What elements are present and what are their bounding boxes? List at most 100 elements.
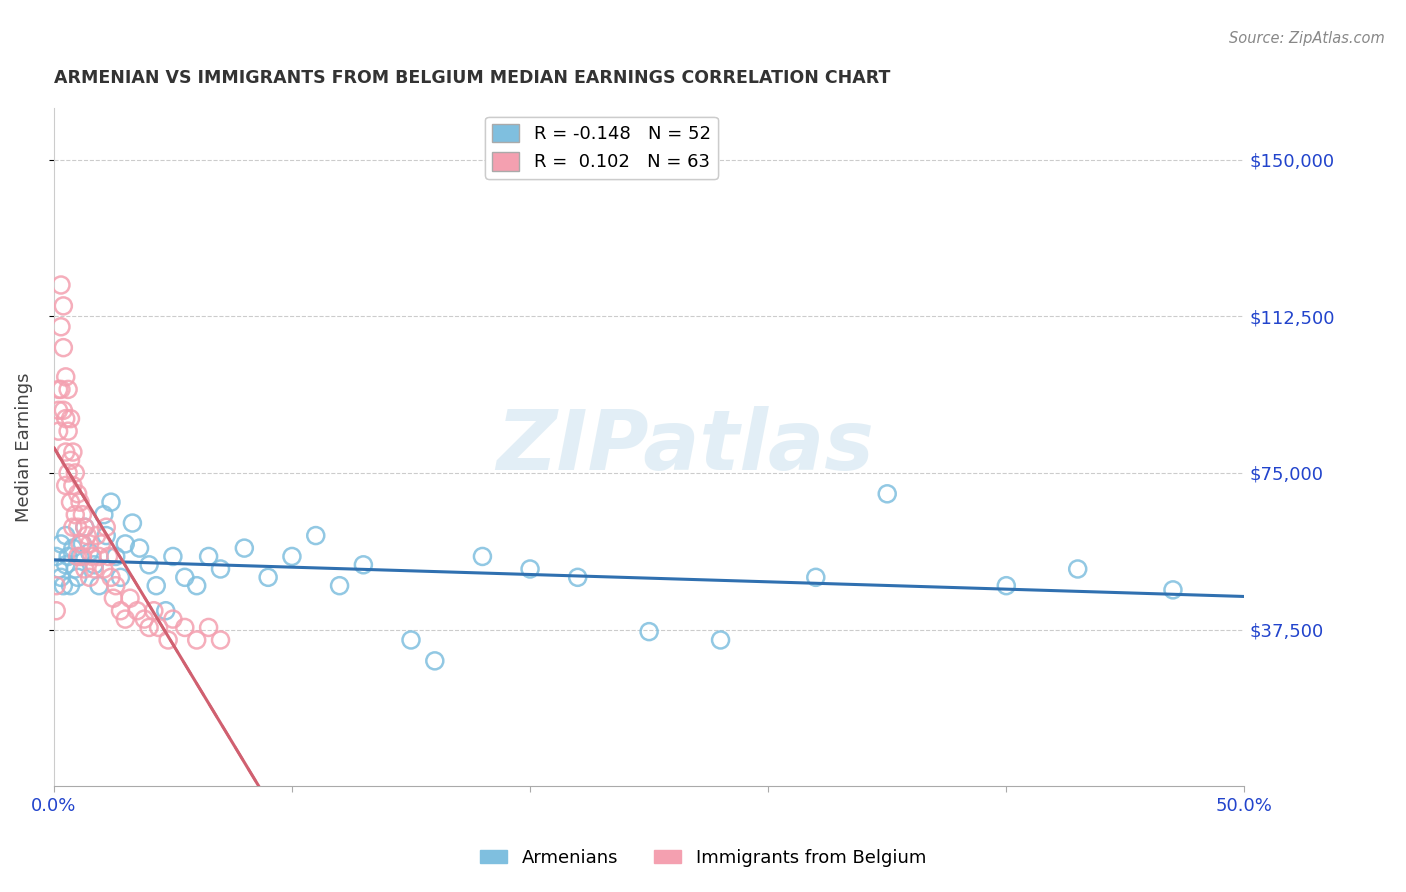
Point — [96, 528, 118, 542]
Point — [876, 487, 898, 501]
Point — [59, 495, 82, 509]
Point — [56, 383, 79, 397]
Point — [52, 341, 75, 355]
Point — [79, 570, 101, 584]
Point — [423, 654, 446, 668]
Point — [45, 579, 67, 593]
Point — [100, 495, 122, 509]
Point — [62, 541, 84, 555]
Point — [995, 579, 1018, 593]
Point — [52, 579, 75, 593]
Text: ARMENIAN VS IMMIGRANTS FROM BELGIUM MEDIAN EARNINGS CORRELATION CHART: ARMENIAN VS IMMIGRANTS FROM BELGIUM MEDI… — [53, 69, 890, 87]
Point — [48, 403, 70, 417]
Point — [96, 520, 118, 534]
Text: ZIPatlas: ZIPatlas — [496, 407, 873, 487]
Point — [66, 487, 89, 501]
Point — [65, 562, 87, 576]
Point — [173, 620, 195, 634]
Point — [197, 620, 219, 634]
Point — [62, 445, 84, 459]
Point — [97, 549, 120, 564]
Point — [128, 541, 150, 555]
Point — [52, 299, 75, 313]
Point — [567, 570, 589, 584]
Point — [162, 612, 184, 626]
Point — [45, 604, 67, 618]
Point — [804, 570, 827, 584]
Point — [329, 579, 352, 593]
Point — [399, 632, 422, 647]
Point — [65, 508, 87, 522]
Point — [1161, 582, 1184, 597]
Point — [87, 549, 110, 564]
Point — [55, 478, 77, 492]
Point — [281, 549, 304, 564]
Point — [72, 508, 94, 522]
Point — [55, 370, 77, 384]
Point — [65, 466, 87, 480]
Point — [148, 620, 170, 634]
Point — [145, 579, 167, 593]
Point — [110, 604, 132, 618]
Text: Source: ZipAtlas.com: Source: ZipAtlas.com — [1229, 31, 1385, 46]
Legend: Armenians, Immigrants from Belgium: Armenians, Immigrants from Belgium — [472, 842, 934, 874]
Point — [138, 620, 160, 634]
Point — [76, 528, 98, 542]
Point — [79, 537, 101, 551]
Point — [90, 537, 112, 551]
Point — [209, 562, 232, 576]
Point — [209, 632, 232, 647]
Point — [52, 403, 75, 417]
Point — [709, 632, 731, 647]
Point — [55, 528, 77, 542]
Point — [197, 549, 219, 564]
Point — [104, 579, 127, 593]
Point — [138, 558, 160, 572]
Point — [93, 562, 115, 576]
Point — [142, 604, 165, 618]
Point — [103, 591, 125, 606]
Point — [55, 411, 77, 425]
Point — [519, 562, 541, 576]
Legend: R = -0.148   N = 52, R =  0.102   N = 63: R = -0.148 N = 52, R = 0.102 N = 63 — [485, 117, 718, 178]
Point — [56, 549, 79, 564]
Point — [72, 537, 94, 551]
Point — [127, 604, 149, 618]
Point — [59, 579, 82, 593]
Point — [73, 562, 96, 576]
Point — [73, 520, 96, 534]
Point — [62, 520, 84, 534]
Point — [48, 424, 70, 438]
Point — [49, 383, 72, 397]
Point — [1067, 562, 1090, 576]
Point — [121, 516, 143, 530]
Point — [55, 558, 77, 572]
Point — [55, 445, 77, 459]
Point — [59, 411, 82, 425]
Point — [471, 549, 494, 564]
Point — [66, 570, 89, 584]
Point — [118, 591, 141, 606]
Point — [110, 570, 132, 584]
Point — [352, 558, 374, 572]
Point — [155, 604, 177, 618]
Point — [48, 383, 70, 397]
Point — [80, 549, 103, 564]
Point — [48, 562, 70, 576]
Point — [83, 558, 105, 572]
Point — [59, 453, 82, 467]
Point — [93, 508, 115, 522]
Point — [69, 537, 91, 551]
Point — [87, 579, 110, 593]
Point — [66, 520, 89, 534]
Point — [134, 612, 156, 626]
Point — [62, 478, 84, 492]
Y-axis label: Median Earnings: Median Earnings — [15, 372, 32, 522]
Point — [73, 520, 96, 534]
Point — [72, 549, 94, 564]
Point — [49, 570, 72, 584]
Point — [186, 632, 208, 647]
Point — [162, 549, 184, 564]
Point — [305, 528, 328, 542]
Point — [104, 549, 127, 564]
